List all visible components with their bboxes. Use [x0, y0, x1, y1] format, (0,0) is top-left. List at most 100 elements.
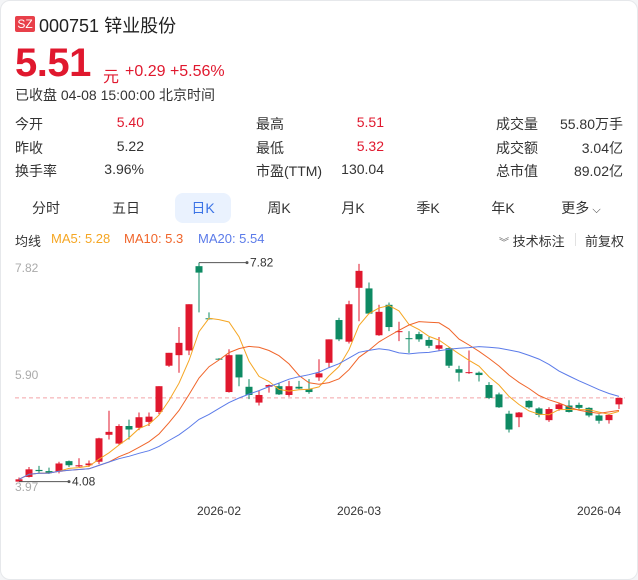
- candle-body: [555, 404, 563, 410]
- candle-body: [245, 386, 253, 395]
- candle-body: [485, 385, 493, 398]
- candle-body: [595, 415, 603, 421]
- high-marker-label: 7.82: [250, 256, 274, 270]
- candle-body: [95, 438, 103, 462]
- ma20-value: MA20: 5.54: [198, 231, 265, 246]
- candle-body: [365, 288, 373, 314]
- adjust-button[interactable]: 前复权: [585, 234, 625, 249]
- stat-label: 最低: [256, 140, 284, 156]
- candle-body: [195, 266, 203, 273]
- candle-body: [275, 386, 283, 395]
- candle-body: [55, 463, 63, 472]
- tab-label: 周K: [267, 200, 291, 216]
- candle-body: [505, 413, 513, 430]
- stat-value: 89.02亿: [573, 163, 623, 179]
- candle-body: [475, 372, 483, 376]
- candle-body: [115, 426, 123, 444]
- candle-body: [225, 355, 233, 393]
- candle-body: [465, 372, 473, 374]
- stat-label: 最高: [256, 116, 284, 132]
- candle-body: [605, 414, 613, 421]
- candle-body: [295, 386, 303, 389]
- candle-body: [335, 320, 343, 340]
- candle-body: [85, 463, 93, 466]
- candle-body: [285, 386, 293, 395]
- candle-body: [15, 479, 23, 482]
- candle-body: [535, 408, 543, 415]
- tab-0[interactable]: 分时: [18, 193, 74, 223]
- tech-annotation-toggle[interactable]: ︾ 技术标注: [499, 231, 565, 250]
- candle-body: [435, 345, 443, 349]
- stat-value: 5.32: [356, 138, 384, 154]
- low-marker-label: 4.08: [72, 475, 96, 489]
- divider: [575, 233, 576, 246]
- candle-body: [325, 339, 333, 363]
- candle-body: [165, 352, 173, 366]
- tab-7[interactable]: 更多 ⌵: [553, 193, 609, 223]
- candle-body: [455, 369, 463, 373]
- candle-body: [175, 342, 183, 356]
- candle-body: [425, 339, 433, 346]
- candle-body: [395, 331, 403, 333]
- ma10-value: MA10: 5.3: [124, 231, 184, 246]
- candle-body: [495, 394, 503, 408]
- low-marker-dot: [67, 480, 71, 484]
- candle-body: [575, 404, 583, 408]
- stat-label: 昨收: [15, 140, 43, 156]
- candle-body: [345, 304, 353, 342]
- tab-label: 五日: [112, 200, 140, 216]
- candle-body: [265, 385, 273, 387]
- candle-body: [525, 400, 533, 408]
- stat-label: 总市值: [496, 163, 538, 179]
- tech-annotation-label: 技术标注: [512, 234, 565, 249]
- tab-1[interactable]: 五日: [98, 193, 154, 223]
- ma-label: 均线: [15, 234, 42, 249]
- stat-label: 今开: [15, 116, 43, 132]
- ma5-line: [18, 304, 620, 480]
- stat-label: 换手率: [15, 163, 57, 179]
- x-tick-label: 2026-03: [337, 504, 381, 518]
- stock-name: 锌业股份: [104, 16, 177, 36]
- candle-body: [355, 270, 363, 288]
- ma10-line: [18, 321, 620, 480]
- tab-5[interactable]: 季K: [400, 193, 456, 223]
- tab-label: 日K: [191, 200, 215, 216]
- tab-label: 年K: [491, 200, 515, 216]
- tab-3[interactable]: 周K: [251, 193, 307, 223]
- x-tick-label: 2026-04: [577, 504, 621, 518]
- candle-body: [305, 389, 313, 393]
- stat-label: 市盈(TTM): [256, 163, 323, 179]
- candle-body: [565, 405, 573, 412]
- candle-body: [415, 334, 423, 340]
- candle-body: [35, 469, 43, 472]
- stat-value: 5.51: [356, 114, 384, 130]
- candle-body: [105, 431, 113, 435]
- candle-body: [405, 338, 413, 340]
- y-tick-label: 5.90: [15, 368, 39, 382]
- candle-body: [65, 461, 73, 466]
- y-tick-label: 7.82: [15, 261, 39, 275]
- tab-2[interactable]: 日K: [175, 193, 231, 223]
- stat-value: 55.80万手: [559, 116, 623, 132]
- candle-body: [135, 417, 143, 428]
- candle-body: [45, 471, 53, 473]
- candle-body: [145, 416, 153, 422]
- tab-6[interactable]: 年K: [475, 193, 531, 223]
- tab-label: 更多: [561, 200, 590, 216]
- candle-body: [125, 426, 133, 430]
- candle-body: [235, 354, 243, 378]
- tab-4[interactable]: 月K: [325, 193, 381, 223]
- candle-body: [215, 358, 223, 360]
- kline-chart[interactable]: 7.82 5.90 3.97 7.82 4.08 2026-02 2026-03 2026-0…: [1, 251, 638, 531]
- y-tick-label: 3.97: [15, 480, 39, 494]
- tab-label: 月K: [341, 200, 365, 216]
- change-percent: +5.56%: [169, 63, 225, 80]
- candle-body: [385, 304, 393, 328]
- candle-body: [25, 469, 33, 477]
- price-unit: 元: [103, 69, 120, 86]
- candle-body: [445, 348, 453, 366]
- candle-body: [255, 394, 263, 403]
- price-change: +0.29 +5.56%: [125, 63, 225, 81]
- ma20-line: [18, 346, 620, 480]
- x-tick-label: 2026-02: [197, 504, 241, 518]
